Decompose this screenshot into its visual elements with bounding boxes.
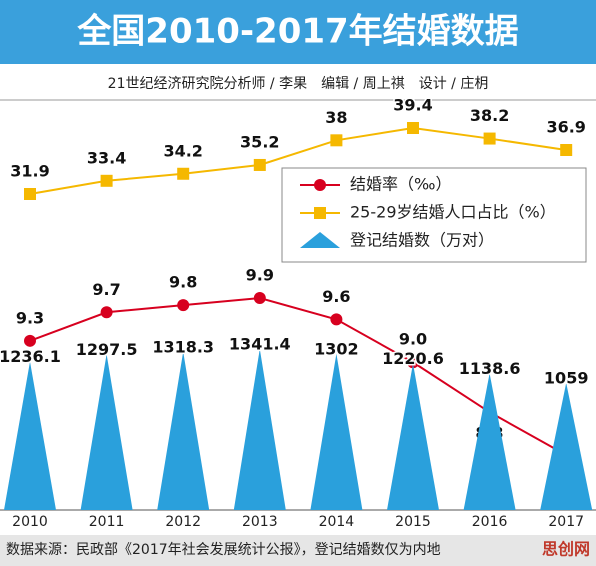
chart-title: 全国2010-2017年结婚数据	[76, 12, 518, 52]
x-tick-label: 2012	[165, 514, 201, 530]
x-tick-label: 2010	[12, 514, 48, 530]
value-label: 1059	[544, 368, 589, 387]
ratio-point	[560, 144, 573, 156]
source-note: 数据来源：民政部《2017年社会发展统计公报》，登记结婚数仅为内地	[6, 542, 441, 558]
value-label: 1302	[314, 339, 359, 358]
value-label: 35.2	[240, 132, 279, 151]
rate-point	[253, 292, 266, 304]
x-tick-label: 2013	[242, 514, 278, 530]
triangle-bar	[540, 382, 593, 510]
rate-point	[407, 356, 419, 369]
rate-point	[24, 334, 36, 347]
ratio-point	[24, 188, 36, 200]
x-tick-label: 2017	[548, 514, 584, 530]
ratio-point	[100, 174, 113, 187]
value-label: 39.4	[393, 96, 432, 115]
ratio-point	[483, 132, 496, 145]
footer-band	[0, 535, 596, 566]
value-label: 9.9	[246, 266, 274, 285]
value-label: 33.4	[87, 148, 126, 167]
watermark: 思创网	[542, 540, 590, 559]
value-label: 31.9	[10, 162, 49, 181]
value-label: 1220.6	[382, 349, 444, 368]
legend-marker	[314, 207, 326, 219]
x-tick-label: 2014	[319, 514, 355, 530]
chart-subtitle: 21世纪经济研究院分析师 / 李果 编辑 / 周上祺 设计 / 庄枂	[108, 75, 489, 92]
value-label: 36.9	[546, 118, 585, 137]
value-label: 9.3	[16, 308, 44, 327]
rate-point	[177, 299, 190, 312]
rate-line	[29, 296, 567, 456]
rate-point	[100, 306, 113, 319]
legend-label: 登记结婚数（万对）	[350, 231, 494, 250]
value-label: 38.2	[470, 106, 509, 125]
legend-label: 25-29岁结婚人口占比（%）	[350, 203, 556, 222]
value-label: 1236.1	[0, 347, 61, 366]
value-label: 9.0	[399, 330, 427, 349]
value-label: 1318.3	[152, 337, 214, 356]
x-tick-label: 2011	[89, 514, 125, 530]
rate-point	[330, 313, 343, 326]
x-tick-label: 2016	[472, 514, 508, 530]
legend-label: 结婚率（‰）	[350, 175, 451, 194]
value-label: 9.6	[322, 287, 350, 306]
triangle-bar	[233, 349, 286, 510]
value-label: 1341.4	[229, 335, 291, 354]
triangle-bar	[310, 353, 363, 510]
value-label: 1297.5	[76, 340, 138, 359]
title-band	[0, 0, 596, 64]
triangle-bar	[4, 361, 56, 510]
legend-marker	[300, 232, 340, 248]
triangle-bar	[387, 363, 439, 510]
value-label: 34.2	[163, 141, 202, 160]
value-label: 9.8	[169, 273, 197, 292]
value-label: 1138.6	[459, 359, 521, 378]
ratio-point	[253, 158, 266, 171]
x-tick-label: 2015	[395, 514, 431, 530]
value-label: 9.7	[92, 280, 120, 299]
triangle-bar	[463, 373, 516, 510]
value-label: 38	[325, 108, 347, 127]
ratio-point	[177, 167, 190, 180]
triangle-bar	[80, 354, 133, 510]
ratio-point	[330, 134, 343, 147]
ratio-line	[29, 126, 567, 195]
legend-marker	[314, 179, 326, 191]
ratio-point	[407, 122, 419, 134]
triangle-bar	[157, 351, 210, 510]
